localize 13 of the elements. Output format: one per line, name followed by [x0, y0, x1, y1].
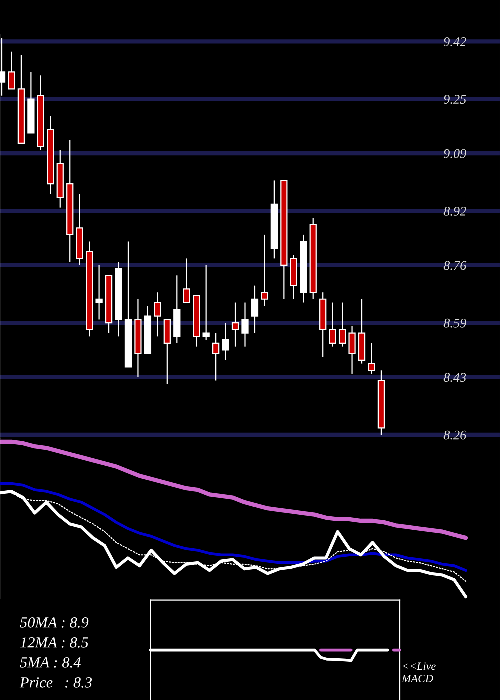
y-tick-label: 8.92 [444, 207, 466, 216]
text: Price : 8.3 [20, 678, 92, 688]
y-tick-label: 9.09 [444, 149, 466, 158]
y-tick-label: 8.59 [444, 318, 466, 328]
y-tick-label: 9.25 [444, 95, 466, 104]
y-tick-label: 8.76 [444, 261, 467, 270]
text: 12MA : 8.5 [20, 638, 88, 648]
y-tick-label: 8.26 [444, 430, 467, 440]
text: <<Live MACD [402, 662, 436, 682]
y-tick-label: 9.42 [444, 38, 466, 46]
text: 50MA : 8.9 [20, 618, 89, 628]
y-tick-label: 8.43 [444, 373, 466, 382]
text: 5MA : 8.4 [20, 658, 81, 668]
